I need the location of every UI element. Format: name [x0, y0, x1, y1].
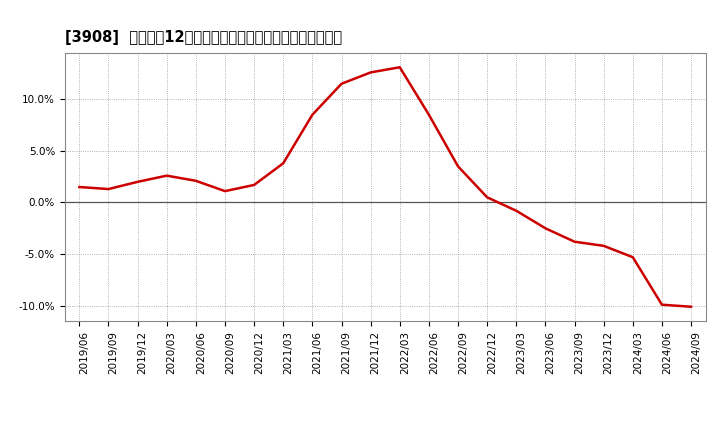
Text: [3908]  売上高の12か月移動合計の対前年同期増減率の推移: [3908] 売上高の12か月移動合計の対前年同期増減率の推移 — [65, 29, 342, 45]
